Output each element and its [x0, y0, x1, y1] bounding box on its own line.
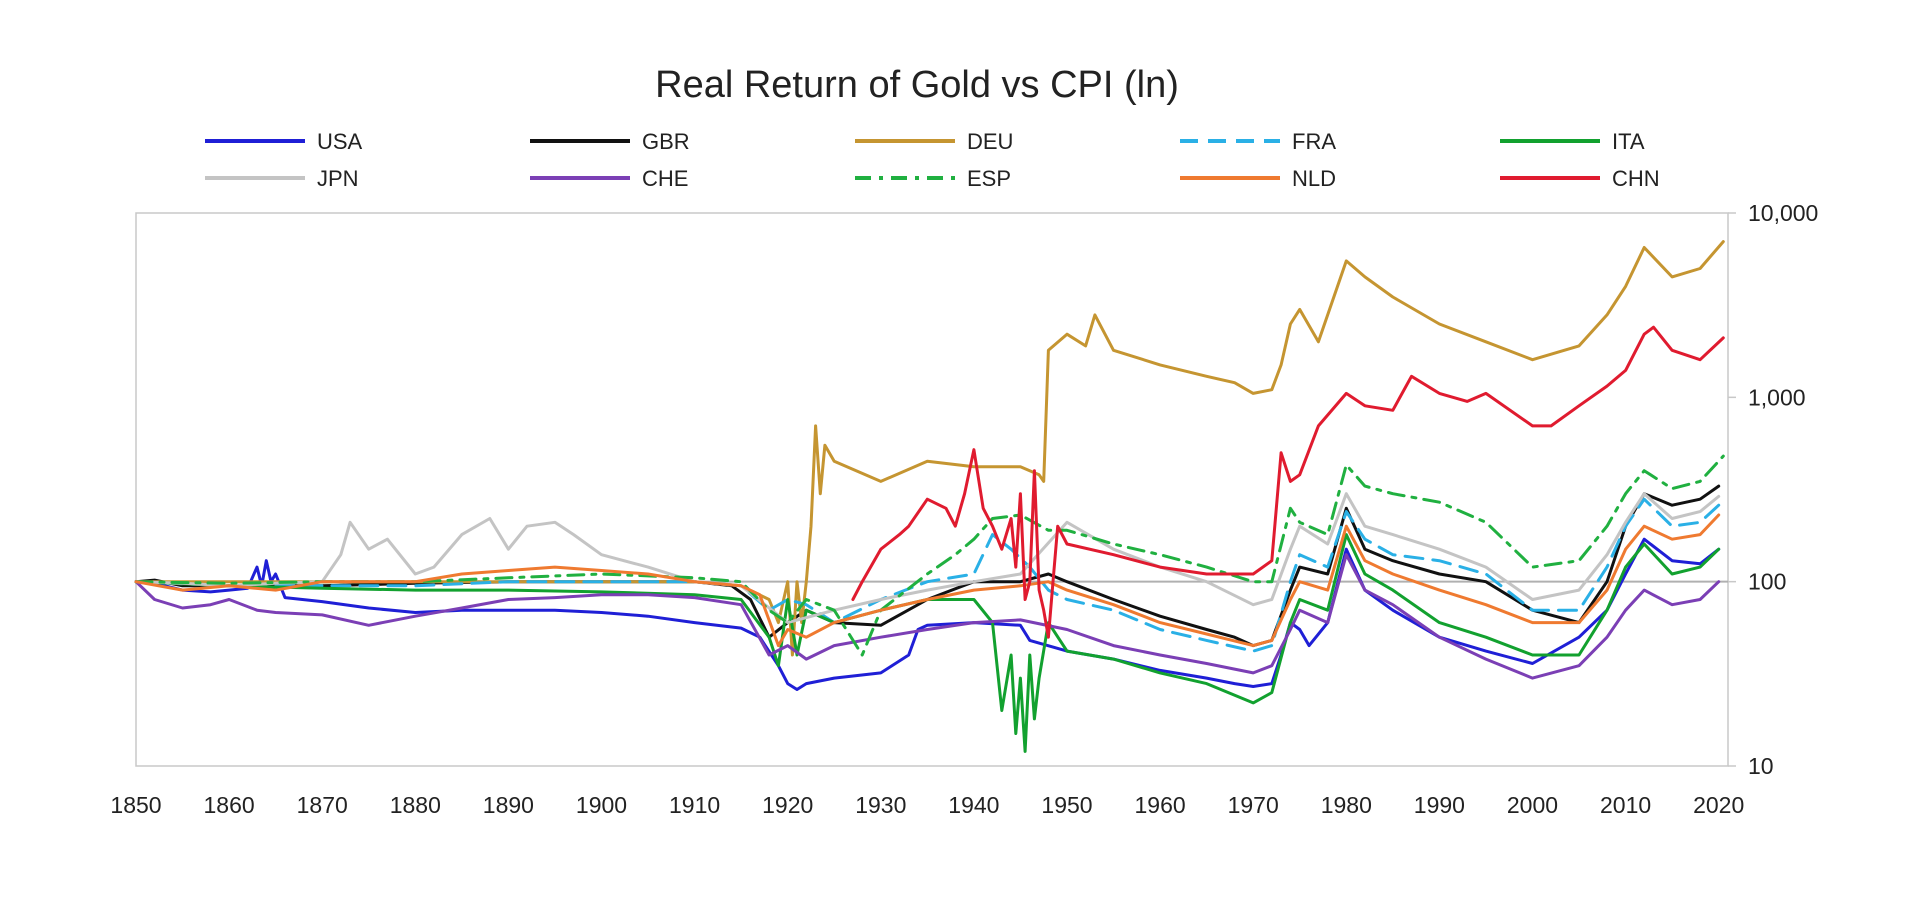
plot-frame	[135, 212, 1729, 767]
x-tick-label: 1960	[1135, 792, 1186, 818]
legend-label-fra: FRA	[1292, 129, 1336, 154]
x-tick-label: 1940	[948, 792, 999, 818]
x-tick-label: 1920	[762, 792, 813, 818]
series-line-ita	[134, 533, 1721, 753]
legend-label-gbr: GBR	[642, 129, 690, 154]
chart-title: Real Return of Gold vs CPI (ln)	[655, 64, 1179, 106]
series-layer	[134, 240, 1725, 753]
legend-label-jpn: JPN	[317, 166, 359, 191]
x-tick-label: 1980	[1321, 792, 1372, 818]
x-tick-label: 1900	[576, 792, 627, 818]
series-line-che	[134, 553, 1721, 680]
y-tick-label: 100	[1748, 569, 1786, 595]
series-line-usa	[134, 537, 1721, 691]
y-axis-ticks: 10 100 1,000 10,000	[1728, 200, 1818, 779]
series-line-nld	[134, 513, 1721, 648]
series-line-deu	[134, 240, 1725, 657]
legend-label-usa: USA	[317, 129, 363, 154]
legend: USA GBR DEU FRA ITA JPN CHE ESP NLD CHN	[205, 129, 1660, 191]
legend-label-ita: ITA	[1612, 129, 1645, 154]
y-tick-label: 10,000	[1748, 200, 1818, 226]
x-tick-label: 1850	[110, 792, 161, 818]
x-tick-label: 1950	[1041, 792, 1092, 818]
legend-label-nld: NLD	[1292, 166, 1336, 191]
y-tick-label: 1,000	[1748, 384, 1806, 410]
x-tick-label: 1990	[1414, 792, 1465, 818]
series-line-chn	[851, 325, 1725, 639]
y-tick-label: 10	[1748, 753, 1774, 779]
legend-label-chn: CHN	[1612, 166, 1660, 191]
legend-label-che: CHE	[642, 166, 688, 191]
x-tick-label: 1880	[390, 792, 441, 818]
x-tick-label: 2020	[1693, 792, 1744, 818]
legend-label-esp: ESP	[967, 166, 1011, 191]
x-tick-label: 1930	[855, 792, 906, 818]
x-tick-label: 1870	[297, 792, 348, 818]
x-tick-label: 1970	[1228, 792, 1279, 818]
x-tick-label: 1860	[204, 792, 255, 818]
series-line-jpn	[134, 492, 1721, 625]
x-tick-label: 1910	[669, 792, 720, 818]
x-tick-label: 1890	[483, 792, 534, 818]
x-tick-label: 2010	[1600, 792, 1651, 818]
x-tick-label: 2000	[1507, 792, 1558, 818]
legend-label-deu: DEU	[967, 129, 1013, 154]
x-axis-ticks: 1850 1860 1870 1880 1890 1900 1910 1920 1930 1940…	[110, 792, 1744, 818]
